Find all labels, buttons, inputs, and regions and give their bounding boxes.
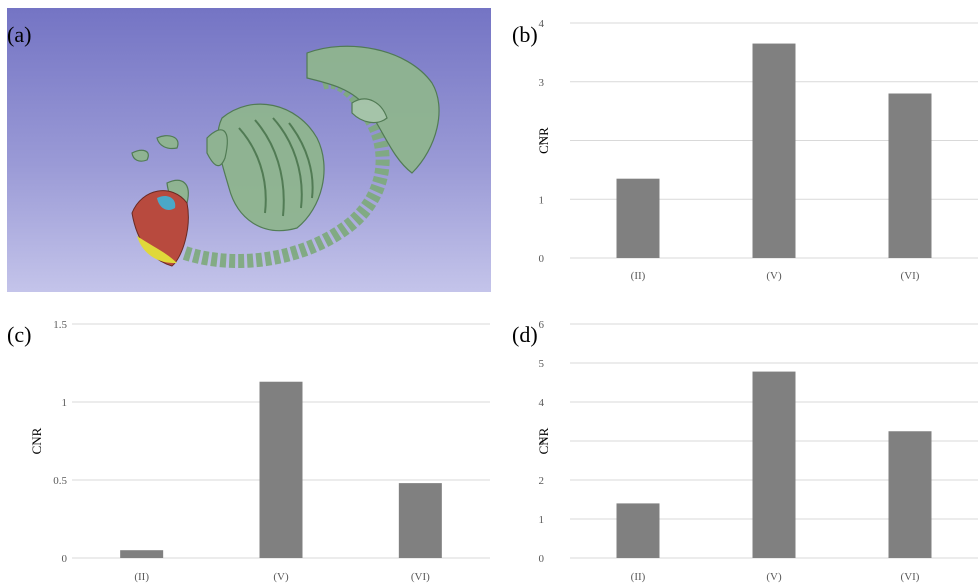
y-tick-label: 4	[539, 397, 545, 409]
y-tick-label: 3	[539, 436, 545, 448]
x-category-label: (V)	[273, 571, 289, 583]
panel-label-b: (b)	[512, 22, 538, 47]
x-category-label: (V)	[766, 270, 782, 282]
y-tick-label: 0	[539, 553, 545, 565]
y-tick-label: 1	[539, 514, 545, 526]
bar-ii	[616, 503, 660, 558]
y-tick-label: 1.5	[53, 319, 67, 331]
bar-vi	[888, 431, 932, 558]
y-tick-label: 1	[62, 397, 68, 409]
bar-ii	[616, 178, 660, 258]
panel-label-a: (a)	[7, 22, 32, 47]
skeleton-render-drawing	[131, 45, 440, 268]
y-tick-label: 5	[539, 358, 545, 370]
bar-v	[259, 381, 303, 558]
x-category-label: (II)	[631, 270, 646, 282]
x-category-label: (VI)	[901, 571, 920, 583]
y-tick-label: 0.5	[53, 475, 67, 487]
panel-label-d: (d)	[512, 322, 538, 347]
y-tick-label: 3	[539, 77, 545, 89]
y-tick-label: 2	[539, 136, 545, 148]
skeleton-render-image	[7, 8, 491, 292]
y-tick-label: 6	[539, 319, 545, 331]
bar-v	[752, 43, 796, 258]
panel-label-c: (c)	[7, 322, 32, 347]
y-tick-label: 0	[62, 553, 68, 565]
y-tick-label: 4	[539, 18, 545, 30]
x-category-label: (VI)	[411, 571, 430, 583]
x-category-label: (II)	[631, 571, 646, 583]
y-axis-label: CNR	[29, 427, 44, 454]
x-category-label: (VI)	[901, 270, 920, 282]
y-tick-label: 2	[539, 475, 545, 487]
y-axis-label: CNR	[536, 427, 551, 454]
y-axis-label: CNR	[536, 127, 551, 154]
bar-vi	[398, 483, 442, 558]
x-category-label: (V)	[766, 571, 782, 583]
y-tick-label: 0	[539, 253, 545, 265]
y-tick-label: 1	[539, 194, 545, 206]
bar-v	[752, 371, 796, 558]
x-category-label: (II)	[134, 571, 149, 583]
bar-ii	[120, 550, 164, 558]
bar-vi	[888, 93, 932, 258]
